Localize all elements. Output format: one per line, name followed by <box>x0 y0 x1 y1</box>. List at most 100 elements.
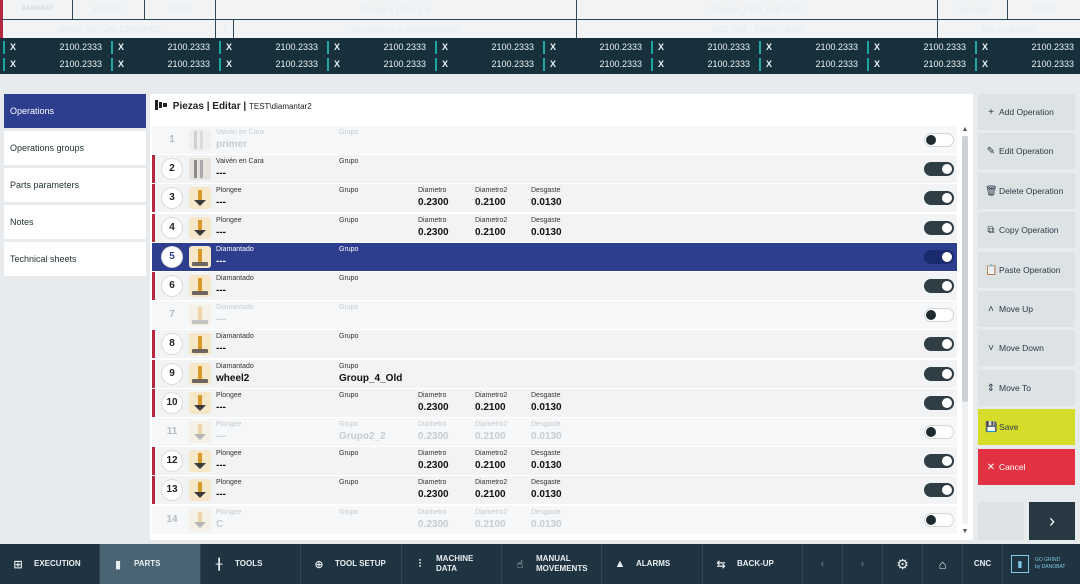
operation-enable-toggle[interactable] <box>924 249 954 264</box>
info-icon[interactable]: i <box>216 20 235 39</box>
cnc-button[interactable]: CNC <box>963 544 1003 584</box>
operation-number: 6 <box>162 276 182 296</box>
wear-label: Desgaste <box>531 479 561 487</box>
diameter2-value: 0.2100 <box>475 431 506 442</box>
scrollbar[interactable]: ▲ ▼ <box>961 126 969 536</box>
operation-type: Diamantado <box>216 304 254 312</box>
scroll-thumb[interactable] <box>962 136 968 402</box>
previous-page-button[interactable] <box>978 502 1024 540</box>
operation-thumbnail-icon <box>189 304 211 327</box>
copy-operation-button[interactable]: ⧉ Copy Operation <box>978 212 1075 249</box>
channel-name[interactable]: NAME ACTUAL CHANNEL <box>3 20 217 39</box>
nav-parts[interactable]: ▮ PARTS <box>100 544 201 584</box>
diameter2-value: 0.2100 <box>475 401 506 413</box>
nav-manual-movements-label: MANUAL MOVEMENTS <box>536 554 588 573</box>
operation-row[interactable]: 9 Diamantado wheel2 Grupo Group_4_Old <box>152 359 957 388</box>
axis-label: X <box>334 42 341 52</box>
operation-thumbnail-icon <box>189 158 211 181</box>
next-page-button[interactable]: › <box>1029 502 1075 540</box>
operation-enable-toggle[interactable] <box>924 454 954 469</box>
operation-row[interactable]: 2 Vaivén en Cara --- Grupo <box>152 155 957 184</box>
operation-enable-toggle[interactable] <box>924 395 954 410</box>
move-down-button[interactable]: ˅ Move Down <box>978 330 1075 367</box>
axis-label: X <box>658 59 665 69</box>
parts-icon: ▮ <box>114 558 122 571</box>
nav-tool-setup[interactable]: ⊕ TOOL SETUP <box>301 544 402 584</box>
breadcrumb-title: Piezas | Editar | <box>172 101 247 112</box>
nav-machine-data[interactable]: ⫶ MACHINE DATA <box>402 544 502 584</box>
paste-operation-button[interactable]: 📋 Paste Operation <box>978 251 1075 288</box>
operation-enable-toggle[interactable] <box>924 162 954 177</box>
delete-operation-button[interactable]: 🗑Delete Operation <box>978 172 1075 209</box>
nav-manual-movements[interactable]: ☝ MANUAL MOVEMENTS <box>502 544 602 584</box>
operation-row[interactable]: 5 Diamantado --- Grupo <box>152 242 957 271</box>
nav-alarms[interactable]: ▲ ALARMS <box>602 544 703 584</box>
axis-value: 2100.2333 <box>59 59 102 69</box>
nav-forward-button[interactable]: › <box>843 544 883 584</box>
edit-operation-button[interactable]: ✎ Edit Operation <box>978 133 1075 170</box>
diameter-value: 0.2300 <box>418 489 449 501</box>
diameter-value: 0.2300 <box>418 197 449 209</box>
operation-row[interactable]: 11 Plongee --- Grupo Grupo2_2 Diametro 0.2300 D… <box>152 418 957 446</box>
nav-back-button[interactable]: ‹ <box>803 544 843 584</box>
operation-row[interactable]: 13 Plongee --- Grupo Diametro 0.2300 Diametro2… <box>152 476 957 505</box>
go-grind-sublabel: by DANOBAT <box>1035 564 1066 570</box>
operation-row[interactable]: 12 Plongee --- Grupo Diametro 0.2300 Diametro2… <box>152 447 957 476</box>
axis-label: X <box>10 42 17 52</box>
operation-row[interactable]: 14 Plongee C Grupo Diametro 0.2300 Diametro2 0.… <box>152 505 957 534</box>
menu-notes[interactable]: Notes <box>4 205 146 239</box>
operation-number: 7 <box>169 309 175 321</box>
operation-row[interactable]: 4 Plongee --- Grupo Diametro 0.2300 Diametro2 0… <box>152 213 957 242</box>
operation-enable-toggle[interactable] <box>924 425 954 439</box>
axis-value: 2100.2333 <box>275 42 318 52</box>
operation-enable-toggle[interactable] <box>924 279 954 293</box>
scroll-up-icon[interactable]: ▲ <box>961 126 969 133</box>
save-icon: 💾 <box>985 422 998 434</box>
operation-row[interactable]: 10 Plongee --- Grupo Diametro 0.2300 Diametro2… <box>152 388 957 417</box>
diameter2-value: 0.2100 <box>475 226 506 238</box>
group-value: Group_4_Old <box>339 372 403 384</box>
operation-number: 1 <box>169 134 175 145</box>
operation-enable-toggle[interactable] <box>924 483 954 498</box>
operation-enable-toggle[interactable] <box>924 512 954 527</box>
menu-operations-groups[interactable]: Operations groups <box>4 131 146 165</box>
operation-name: primer <box>216 139 248 150</box>
nav-execution[interactable]: ⊞ EXECUTION <box>0 544 100 584</box>
operation-type: Plongee <box>216 479 242 487</box>
menu-parts-parameters[interactable]: Parts parameters <box>4 168 146 202</box>
wear-value: 0.0130 <box>531 489 562 501</box>
nav-backup[interactable]: ⇆ BACK-UP <box>703 544 803 584</box>
operation-enable-toggle[interactable] <box>924 337 954 352</box>
operation-row[interactable]: 1 Vaivén en Cara primer Grupo <box>152 126 957 154</box>
operation-enable-toggle[interactable] <box>924 308 954 323</box>
operation-row[interactable]: 3 Plongee --- Grupo Diametro 0.2300 Diametro2 0… <box>152 184 957 213</box>
scroll-down-icon[interactable]: ▼ <box>961 528 969 535</box>
user-indicator[interactable]: Operator <box>938 0 1009 19</box>
save-button[interactable]: 💾 Save <box>978 409 1075 446</box>
menu-operations[interactable]: Operations <box>4 94 146 128</box>
move-to-button[interactable]: ⇕ Move To <box>978 369 1075 406</box>
move-up-button[interactable]: ˄ Move Up <box>978 290 1075 327</box>
home-button[interactable]: ⌂ <box>923 544 963 584</box>
operation-type: Vaivén en Cara <box>216 129 264 136</box>
operation-enable-toggle[interactable] <box>924 191 954 206</box>
operation-enable-toggle[interactable] <box>924 220 954 235</box>
go-grind-button[interactable]: ▮ GO GRIND by DANOBAT <box>1003 544 1080 584</box>
axis-label: X <box>442 59 449 69</box>
group-label: Grupo <box>339 479 359 487</box>
operation-name: C <box>216 518 224 530</box>
diameter2-label: Diametro2 <box>475 391 508 399</box>
operation-row[interactable]: 6 Diamantado --- Grupo <box>152 272 957 300</box>
operation-row[interactable]: 7 Diamantado --- Grupo <box>152 301 957 330</box>
cancel-button[interactable]: ✕ Cancel <box>978 448 1075 485</box>
operation-enable-toggle[interactable] <box>924 366 954 381</box>
nav-tools[interactable]: ╂ TOOLS <box>201 544 301 584</box>
menu-technical-sheets[interactable]: Technical sheets <box>4 242 146 276</box>
operations-panel: Piezas | Editar | TEST\diamantar2 1 Vaivé… <box>150 94 973 540</box>
operation-row[interactable]: 8 Diamantado --- Grupo <box>152 330 957 359</box>
operation-type: Plongee <box>216 450 242 458</box>
add-operation-button[interactable]: + Add Operation <box>978 94 1075 130</box>
wear-value: 0.0130 <box>531 197 562 209</box>
operation-enable-toggle[interactable] <box>924 133 954 147</box>
settings-button[interactable]: ⚙ <box>883 544 923 584</box>
